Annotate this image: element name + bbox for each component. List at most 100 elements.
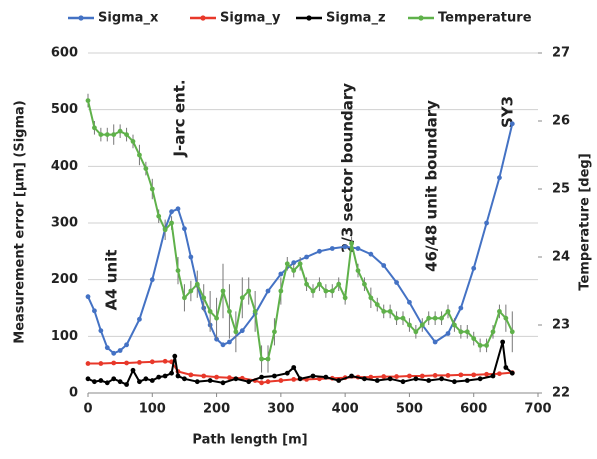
- data-point: [220, 380, 226, 386]
- data-point: [239, 328, 245, 334]
- data-point: [484, 343, 489, 348]
- data-point: [291, 260, 297, 266]
- data-point: [432, 315, 438, 321]
- data-point: [503, 315, 509, 321]
- data-point: [265, 379, 271, 385]
- data-point: [124, 382, 129, 387]
- data-point: [156, 374, 162, 380]
- data-point: [214, 315, 219, 321]
- annotation: 46/48 unit boundary: [423, 100, 441, 272]
- data-point: [464, 378, 470, 383]
- x-tick-label: 0: [83, 402, 92, 417]
- data-point: [503, 365, 509, 370]
- data-point: [143, 166, 149, 172]
- data-point: [156, 213, 162, 219]
- data-point: [490, 373, 496, 379]
- data-point: [368, 295, 374, 301]
- data-point: [278, 288, 284, 294]
- data-point: [143, 376, 149, 382]
- data-point: [497, 371, 502, 377]
- annotation: SY3: [499, 96, 517, 128]
- data-point: [124, 360, 129, 366]
- data-point: [111, 132, 117, 138]
- data-point: [323, 374, 329, 380]
- data-point: [104, 132, 110, 138]
- data-point: [92, 379, 97, 385]
- legend-marker: [78, 15, 84, 21]
- data-point: [214, 374, 219, 380]
- data-point: [500, 339, 506, 345]
- data-point: [194, 281, 200, 287]
- data-point: [445, 373, 451, 378]
- data-point: [297, 376, 303, 382]
- x-tick-label: 200: [203, 402, 230, 417]
- data-point: [149, 277, 155, 283]
- data-point: [355, 268, 361, 273]
- data-point: [85, 376, 91, 382]
- x-axis-label: Path length [m]: [192, 433, 307, 448]
- data-point: [169, 209, 174, 215]
- data-point: [162, 373, 168, 379]
- data-point: [381, 374, 387, 379]
- data-point: [497, 309, 502, 314]
- data-point: [246, 288, 252, 294]
- data-point: [477, 376, 483, 382]
- data-point: [220, 288, 226, 294]
- data-point: [368, 374, 374, 380]
- data-point: [464, 329, 470, 335]
- x-tick-label: 600: [460, 402, 487, 417]
- data-point: [169, 220, 174, 226]
- data-point: [329, 288, 335, 294]
- data-point: [207, 309, 213, 314]
- data-point: [162, 227, 168, 233]
- data-point: [246, 379, 252, 385]
- data-point: [149, 378, 155, 383]
- x-tick-label: 500: [396, 402, 423, 417]
- data-point: [381, 309, 387, 314]
- data-point: [509, 329, 515, 335]
- data-point: [317, 281, 322, 287]
- data-point: [426, 315, 432, 321]
- data-point: [387, 376, 393, 382]
- data-point: [137, 379, 142, 385]
- data-point: [124, 132, 129, 138]
- x-tick-label: 100: [139, 402, 166, 417]
- legend-label: Temperature: [438, 11, 532, 26]
- y-axis-label: Measurement error [μm] (Sigma): [13, 100, 28, 343]
- data-point: [458, 372, 464, 378]
- data-point: [98, 132, 104, 138]
- data-point: [259, 380, 264, 386]
- data-point: [497, 175, 502, 181]
- data-point: [278, 271, 284, 277]
- data-point: [291, 365, 297, 370]
- data-point: [413, 329, 419, 335]
- x-tick-label: 300: [267, 402, 294, 417]
- data-point: [445, 331, 451, 336]
- data-point: [400, 379, 406, 385]
- data-point: [458, 305, 464, 311]
- data-point: [349, 241, 354, 246]
- data-point: [98, 361, 104, 366]
- data-point: [426, 378, 432, 383]
- data-point: [137, 316, 142, 322]
- data-point: [394, 280, 399, 285]
- data-point: [349, 373, 354, 379]
- data-point: [310, 373, 316, 379]
- data-point: [439, 376, 444, 382]
- data-point: [194, 379, 200, 385]
- data-point: [432, 373, 438, 378]
- legend-marker: [200, 15, 206, 21]
- data-point: [201, 373, 207, 379]
- data-point: [188, 288, 194, 294]
- data-point: [111, 360, 117, 366]
- data-point: [387, 309, 393, 314]
- legend-marker: [306, 15, 312, 21]
- y2-tick-label: 23: [552, 318, 570, 333]
- data-point: [297, 261, 303, 267]
- series-line: [87, 123, 514, 355]
- annotation: A4 unit: [103, 250, 121, 311]
- data-point: [182, 295, 187, 301]
- data-point: [419, 322, 425, 328]
- data-point: [471, 372, 477, 378]
- y-tick-label: 100: [51, 329, 78, 344]
